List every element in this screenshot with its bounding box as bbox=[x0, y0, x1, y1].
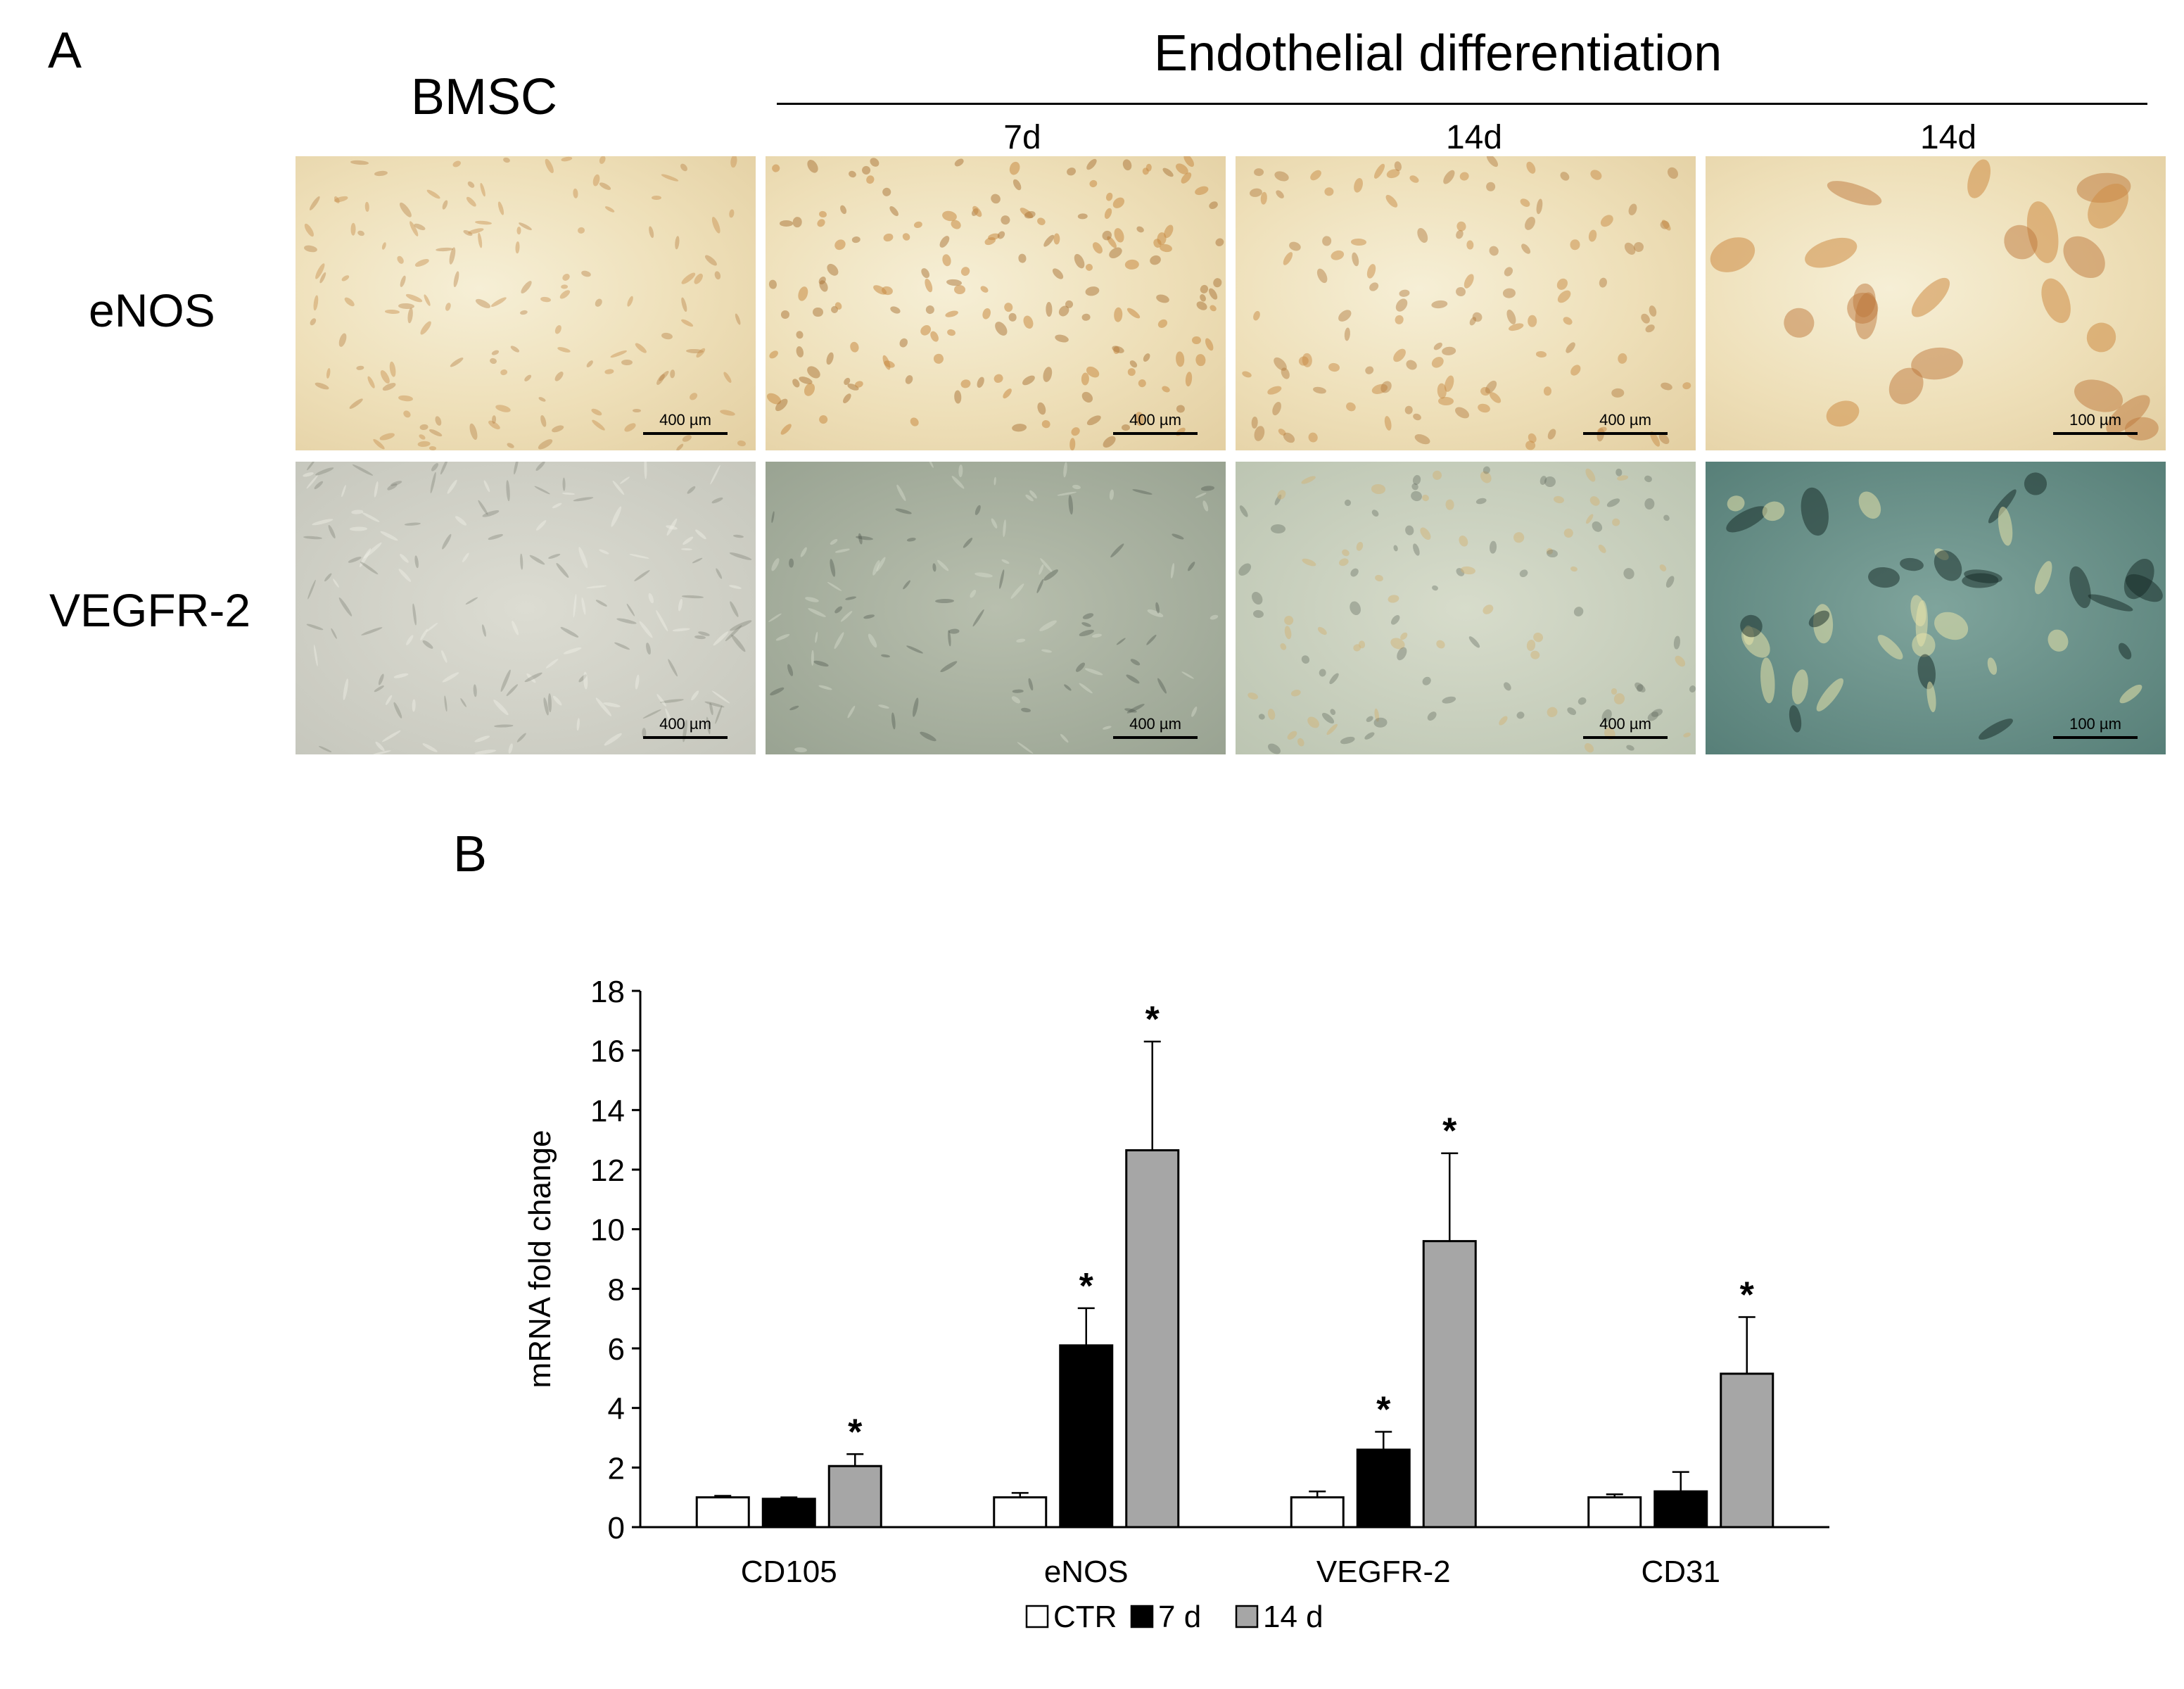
micrograph-vegfr2-bmsc: 400 µm bbox=[296, 462, 756, 754]
bar bbox=[761, 1498, 816, 1529]
y-tick-label: 14 bbox=[590, 1094, 625, 1128]
cell-shape bbox=[812, 307, 823, 317]
significance-asterisk: * bbox=[1376, 1390, 1391, 1431]
scale-bar: 100 µm bbox=[2053, 716, 2138, 739]
scale-bar: 400 µm bbox=[1583, 716, 1668, 739]
legend-label: 7 d bbox=[1158, 1600, 1201, 1634]
scale-bar: 400 µm bbox=[1113, 716, 1198, 739]
micrograph-enos-14d: 400 µm bbox=[1236, 156, 1696, 450]
bar bbox=[1059, 1344, 1114, 1529]
y-tick-label: 12 bbox=[590, 1153, 625, 1188]
significance-asterisk: * bbox=[1740, 1275, 1755, 1316]
category-label: CD31 bbox=[1642, 1555, 1721, 1589]
micrograph-vegfr2-14d: 400 µm bbox=[1236, 462, 1696, 754]
micrograph-enos-7d: 400 µm bbox=[766, 156, 1226, 450]
row-label-vegfr2: VEGFR-2 bbox=[49, 584, 251, 636]
bar bbox=[1653, 1490, 1708, 1529]
bmsc-header: BMSC bbox=[411, 69, 558, 125]
significance-asterisk: * bbox=[1442, 1111, 1457, 1152]
cell-shape bbox=[652, 196, 661, 201]
bar bbox=[827, 1465, 882, 1529]
bar bbox=[1720, 1372, 1775, 1529]
significance-asterisk: * bbox=[1145, 999, 1160, 1040]
header-divider-line bbox=[777, 103, 2147, 105]
panel-a-letter: A bbox=[48, 23, 82, 79]
y-tick-label: 10 bbox=[590, 1213, 625, 1248]
micrograph-enos-14d-high-mag: 100 µm bbox=[1706, 156, 2166, 450]
scale-bar: 400 µm bbox=[643, 716, 728, 739]
legend-label: CTR bbox=[1053, 1600, 1117, 1634]
legend-swatch bbox=[1025, 1605, 1049, 1628]
y-tick-label: 18 bbox=[590, 975, 625, 1009]
y-tick-label: 4 bbox=[608, 1392, 625, 1427]
legend-swatch bbox=[1235, 1605, 1259, 1628]
cell-shape bbox=[1611, 688, 1618, 695]
bar bbox=[993, 1496, 1048, 1529]
category-label: VEGFR-2 bbox=[1316, 1555, 1451, 1589]
timepoint-label-14d-high-mag: 14d bbox=[1919, 119, 1977, 156]
cell-shape bbox=[1122, 424, 1130, 431]
y-axis-label: mRNA fold change bbox=[523, 1130, 557, 1388]
panel-b-letter: B bbox=[453, 826, 488, 883]
y-tick-label: 0 bbox=[608, 1511, 625, 1545]
significance-asterisk: * bbox=[1079, 1266, 1094, 1307]
timepoint-label-14d: 14d bbox=[1445, 119, 1503, 156]
category-label: CD105 bbox=[741, 1555, 837, 1589]
bar bbox=[1356, 1448, 1411, 1529]
bar bbox=[1587, 1496, 1642, 1529]
bar bbox=[1422, 1240, 1477, 1529]
cell-shape bbox=[779, 220, 794, 227]
micrograph-vegfr2-14d-high-mag: 100 µm bbox=[1706, 462, 2166, 754]
micrograph-enos-bmsc: 400 µm bbox=[296, 156, 756, 450]
significance-asterisk: * bbox=[848, 1412, 863, 1453]
bar bbox=[1125, 1149, 1180, 1529]
row-label-enos: eNOS bbox=[89, 284, 215, 336]
legend-label: 14 d bbox=[1263, 1600, 1323, 1634]
y-tick-label: 16 bbox=[590, 1035, 625, 1069]
y-tick-label: 2 bbox=[608, 1451, 625, 1486]
endothelial-differentiation-header: Endothelial differentiation bbox=[1154, 25, 1722, 82]
legend-swatch bbox=[1130, 1605, 1154, 1628]
y-tick-label: 6 bbox=[608, 1332, 625, 1367]
micrograph-vegfr2-7d: 400 µm bbox=[766, 462, 1226, 754]
cell-shape bbox=[1192, 336, 1201, 345]
bar bbox=[1290, 1496, 1345, 1529]
scale-bar: 400 µm bbox=[1113, 412, 1198, 435]
category-label: eNOS bbox=[1044, 1555, 1129, 1589]
timepoint-label-7d: 7d bbox=[1003, 119, 1041, 156]
cell-shape bbox=[621, 359, 633, 366]
bar bbox=[695, 1496, 750, 1529]
y-tick-label: 8 bbox=[608, 1272, 625, 1307]
scale-bar: 100 µm bbox=[2053, 412, 2138, 435]
scale-bar: 400 µm bbox=[643, 412, 728, 435]
scale-bar: 400 µm bbox=[1583, 412, 1668, 435]
